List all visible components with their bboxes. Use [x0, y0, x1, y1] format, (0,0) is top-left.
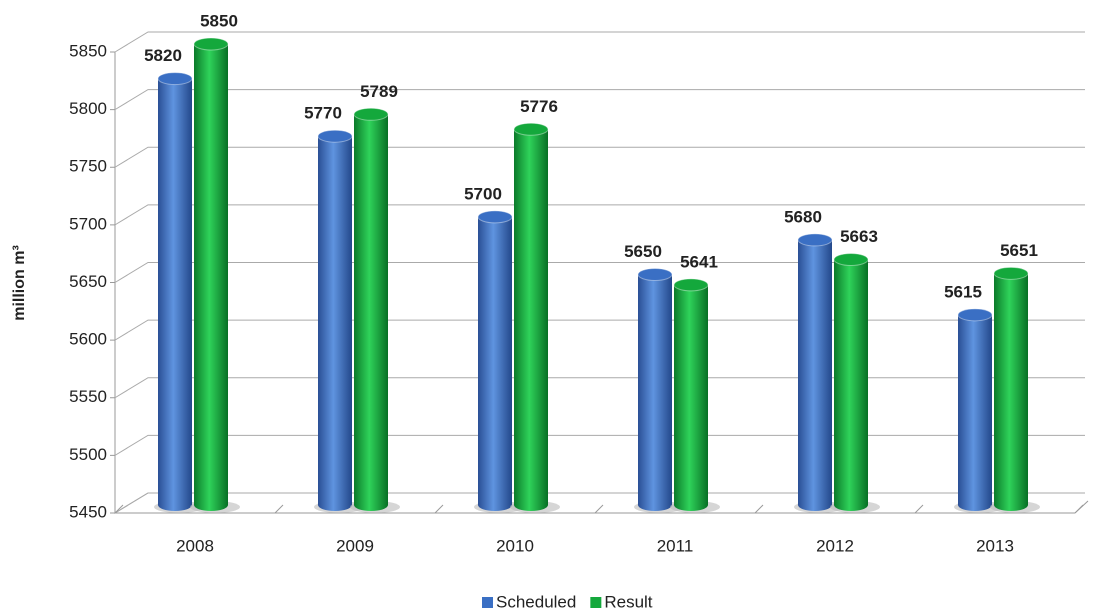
bar-top: [673, 278, 709, 292]
bar: [158, 78, 192, 505]
x-tick-label: 2008: [176, 536, 214, 555]
bar-top: [797, 233, 833, 247]
grid-line: [114, 31, 1085, 53]
bar-top: [157, 72, 193, 86]
value-label: 5651: [1000, 241, 1038, 260]
y-tick-label: 5750: [69, 157, 107, 176]
axis-wall-edge: [114, 52, 149, 514]
value-label: 5680: [784, 207, 822, 226]
x-tick-label: 2012: [816, 536, 854, 555]
x-tick-label: 2011: [657, 536, 694, 555]
bar-base: [478, 499, 512, 511]
x-tick: [114, 504, 124, 514]
bar: [514, 129, 548, 505]
bar-base: [194, 499, 228, 511]
value-label: 5820: [144, 46, 182, 65]
y-tick-label: 5600: [69, 330, 107, 349]
value-label: 5700: [464, 184, 502, 203]
bar-base: [354, 499, 388, 511]
x-tick-label: 2013: [976, 536, 1014, 555]
bar: [194, 44, 228, 505]
bar-top: [353, 107, 389, 121]
grid-line: [114, 262, 1085, 283]
value-label: 5615: [944, 282, 982, 301]
bar: [354, 114, 388, 506]
x-tick-label: 2010: [496, 536, 534, 555]
grid-line: [114, 492, 1085, 514]
grid-line: [114, 204, 1085, 226]
bar-top: [513, 122, 549, 136]
y-tick-label: 5850: [69, 41, 107, 60]
bar-base: [958, 499, 992, 511]
legend-label: Scheduled: [496, 592, 576, 611]
bar: [834, 259, 868, 505]
legend-swatch: [590, 597, 602, 608]
bar-base: [674, 499, 708, 511]
value-label: 5650: [624, 242, 662, 261]
x-tick: [274, 504, 284, 514]
bar-base: [514, 499, 548, 511]
y-tick-label: 5550: [69, 387, 107, 406]
x-tick: [1074, 504, 1084, 514]
y-axis-label: million m³: [11, 245, 28, 321]
bar-base: [798, 499, 832, 511]
value-label: 5776: [520, 97, 558, 116]
x-tick: [914, 504, 924, 514]
legend-label: Result: [604, 592, 652, 611]
bar-base: [994, 499, 1028, 511]
value-label: 5789: [360, 82, 398, 101]
y-tick-label: 5450: [69, 502, 107, 521]
bar: [318, 136, 352, 505]
bar-base: [318, 499, 352, 511]
y-tick-label: 5700: [69, 214, 107, 233]
x-tick: [434, 504, 444, 514]
y-tick-label: 5800: [69, 99, 107, 118]
bar: [798, 239, 832, 506]
value-label: 5663: [840, 227, 878, 246]
bar-top: [477, 210, 513, 224]
x-tick: [754, 504, 764, 514]
bar: [674, 284, 708, 505]
bar-base: [638, 499, 672, 511]
y-tick-label: 5650: [69, 272, 107, 291]
grid-line: [114, 377, 1085, 399]
grid-line: [114, 89, 1085, 111]
grid-line: [114, 319, 1085, 341]
x-tick: [594, 504, 604, 514]
x-tick-label: 2009: [336, 536, 374, 555]
bar-top: [193, 37, 229, 51]
value-label: 5770: [304, 104, 342, 123]
bar-base: [158, 499, 192, 511]
y-tick-label: 5500: [69, 445, 107, 464]
bar: [638, 274, 672, 505]
bar: [958, 314, 992, 505]
value-label: 5850: [200, 11, 238, 30]
bar-top: [993, 266, 1029, 280]
grid-line: [114, 146, 1085, 168]
bar: [994, 273, 1028, 505]
value-label: 5641: [680, 252, 718, 271]
bar-top: [833, 253, 869, 267]
bar-base: [834, 499, 868, 511]
legend-swatch: [482, 597, 493, 608]
bar-top: [637, 268, 673, 281]
grid-line: [114, 434, 1085, 456]
bar-top: [957, 308, 993, 322]
bar-top: [317, 129, 353, 143]
bar: [478, 216, 512, 505]
